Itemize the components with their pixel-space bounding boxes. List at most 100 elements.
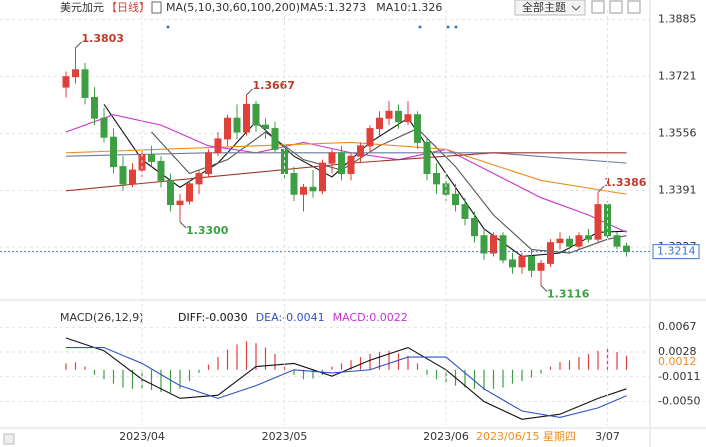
event-dot	[166, 25, 170, 29]
annotation-leader	[75, 41, 82, 49]
candle-body	[442, 183, 450, 195]
event-dot	[418, 25, 422, 29]
cursor-label: 2023/06/15 星期四	[476, 430, 576, 443]
candle-body	[72, 69, 79, 78]
legend-entry: MACD:0.0022	[333, 311, 408, 324]
candle-body	[376, 117, 383, 130]
candle-body	[309, 186, 317, 192]
candle-body	[214, 138, 222, 154]
y-tick-label: -0.0011	[658, 370, 700, 383]
annotation: 1.3386	[604, 176, 647, 189]
candle-body	[91, 96, 98, 119]
candle-body	[414, 114, 421, 143]
ma-line	[66, 347, 627, 418]
cursor-label-box	[477, 430, 575, 445]
candle-body	[433, 173, 440, 185]
candle-body	[167, 179, 174, 206]
candle-body	[186, 183, 193, 202]
candle-body	[195, 173, 203, 185]
chart-title: 美元加元	[60, 1, 104, 14]
annotation: 1.3803	[82, 32, 124, 45]
x-tick-label: 2023/04	[119, 430, 165, 443]
ma-icon	[151, 1, 162, 14]
candle-body	[404, 114, 412, 123]
candle-body	[547, 242, 554, 264]
candle-body	[528, 255, 535, 271]
candle-body	[224, 117, 231, 140]
candle-body	[366, 128, 374, 147]
candle-body	[176, 200, 184, 206]
ma-line	[65, 114, 627, 233]
y-tick-label: 1.3885	[658, 13, 697, 26]
y-tick-label: 0.0028	[658, 345, 697, 358]
y-tick-label: 1.3721	[658, 69, 697, 82]
ma-legend: MA(5,10,30,60,100,200)	[166, 1, 300, 14]
y-tick-label: 1.3391	[658, 183, 697, 196]
candle-body	[423, 141, 431, 175]
candle-body	[290, 173, 298, 195]
candle-body	[499, 235, 507, 261]
theme-button[interactable]	[514, 0, 586, 16]
tool-icon[interactable]	[627, 0, 641, 14]
dropdown-arrow	[571, 5, 581, 11]
annotation: 1.3300	[186, 224, 229, 237]
candle-body	[509, 259, 516, 268]
event-dot	[454, 25, 458, 29]
candle-body	[452, 193, 459, 206]
legend-entry: MA5:1.3273	[300, 1, 366, 14]
candle-body	[243, 103, 250, 133]
ma-line	[65, 152, 627, 164]
y-tick-label: 1.3556	[658, 126, 697, 139]
annotation-leader	[597, 185, 605, 193]
candle-body	[119, 166, 127, 185]
legend-entry: DEA:-0.0041	[256, 311, 325, 324]
ma-line	[65, 337, 627, 420]
candle-body	[518, 255, 526, 268]
candle-body	[271, 128, 279, 150]
candle-body	[480, 235, 488, 254]
candle-body	[81, 69, 89, 98]
candle-body	[623, 245, 630, 253]
candle-body	[385, 110, 393, 119]
ma-line	[65, 141, 627, 195]
candle-body	[148, 153, 155, 162]
candle-body	[233, 117, 241, 133]
legend-entry: MA10:1.326	[376, 1, 442, 14]
candle-body	[300, 186, 307, 195]
candle-body	[262, 124, 269, 130]
tool-icon[interactable]	[609, 0, 623, 14]
candle-body	[129, 169, 136, 185]
candle-body	[537, 262, 545, 271]
candle-body	[471, 217, 478, 237]
candle-body	[556, 238, 564, 244]
annotation: 1.3116	[547, 288, 590, 301]
y-tick-label: 0.0067	[658, 320, 697, 333]
candle-body	[319, 162, 326, 192]
candle-body	[328, 152, 336, 164]
ma-line	[103, 104, 627, 258]
y-tick-label: -0.0050	[658, 395, 700, 408]
macd-last-tag: 0.0012	[658, 355, 697, 368]
candle-body	[395, 110, 402, 123]
candle-body	[205, 152, 212, 175]
candle-body	[613, 235, 621, 247]
candle-body	[585, 235, 592, 240]
candle-body	[157, 160, 165, 181]
x-tick-label: 2023/05	[262, 430, 308, 443]
candle-body	[594, 204, 602, 240]
x-tick-label: 3/07	[595, 430, 620, 443]
x-tick-label: 2023/06	[423, 430, 469, 443]
candle-body	[252, 103, 260, 126]
candle-body	[490, 235, 497, 254]
candle-body	[100, 117, 108, 138]
macd-title: MACD(26,12,9)	[60, 311, 144, 324]
theme-button-label[interactable]: 全部主题	[522, 0, 566, 14]
candle-body	[461, 204, 469, 219]
annotation-leader	[246, 88, 253, 96]
candle-body	[110, 136, 117, 168]
tool-icon[interactable]	[591, 0, 605, 14]
last-price-tag: 1.3214	[657, 245, 696, 258]
candle-body	[566, 238, 573, 247]
candle-body	[62, 76, 70, 88]
